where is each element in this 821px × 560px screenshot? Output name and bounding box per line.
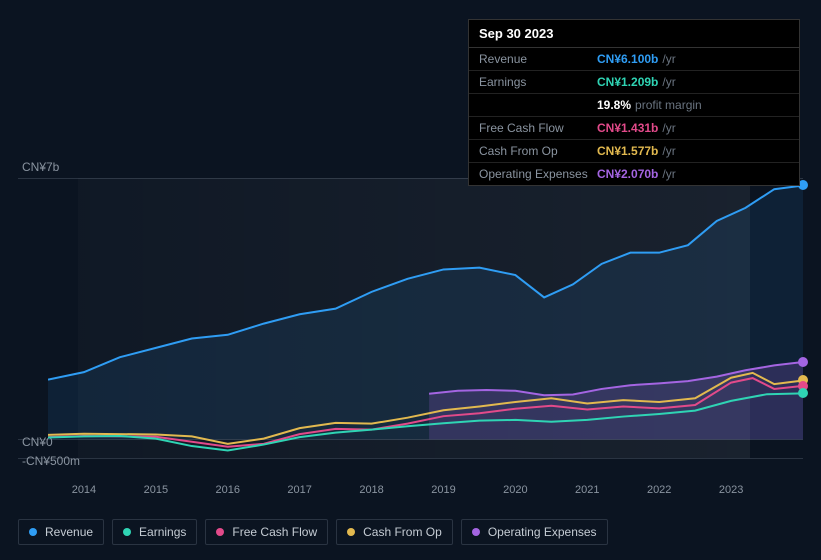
legend-dot	[216, 528, 224, 536]
tooltip-row-value: CN¥2.070b	[597, 167, 658, 181]
tooltip-row: 19.8% profit margin	[469, 94, 799, 117]
x-axis-label: 2016	[216, 484, 240, 496]
tooltip-row: Free Cash FlowCN¥1.431b/yr	[469, 117, 799, 140]
legend-label: Revenue	[45, 525, 93, 539]
tooltip-row-label: Earnings	[479, 75, 597, 89]
tooltip-row-suffix: /yr	[662, 75, 675, 89]
legend-item-fcf[interactable]: Free Cash Flow	[205, 519, 328, 545]
legend-label: Cash From Op	[363, 525, 442, 539]
y-axis-label: CN¥7b	[22, 160, 59, 174]
x-axis-label: 2018	[359, 484, 383, 496]
tooltip-row-suffix: /yr	[662, 167, 675, 181]
chart-svg	[48, 178, 803, 458]
data-tooltip: Sep 30 2023 RevenueCN¥6.100b/yrEarningsC…	[468, 19, 800, 186]
x-axis-label: 2021	[575, 484, 599, 496]
tooltip-rows: RevenueCN¥6.100b/yrEarningsCN¥1.209b/yr1…	[469, 48, 799, 185]
legend-dot	[29, 528, 37, 536]
legend-dot	[123, 528, 131, 536]
chart-legend: Revenue Earnings Free Cash Flow Cash From O…	[18, 519, 608, 545]
tooltip-row-suffix: /yr	[662, 121, 675, 135]
series-end-dot-earnings	[798, 388, 808, 398]
tooltip-row-value: CN¥1.209b	[597, 75, 658, 89]
x-axis-label: 2020	[503, 484, 527, 496]
tooltip-row-suffix: profit margin	[635, 98, 702, 112]
legend-label: Operating Expenses	[488, 525, 597, 539]
x-axis-labels: 2014 2015 2016 2017 2018 2019 2020 2021 2022 2023	[18, 484, 803, 500]
legend-label: Free Cash Flow	[232, 525, 317, 539]
legend-item-opex[interactable]: Operating Expenses	[461, 519, 608, 545]
series-end-dot-opex	[798, 357, 808, 367]
legend-dot	[347, 528, 355, 536]
legend-label: Earnings	[139, 525, 186, 539]
tooltip-row: EarningsCN¥1.209b/yr	[469, 71, 799, 94]
legend-dot	[472, 528, 480, 536]
tooltip-row: Cash From OpCN¥1.577b/yr	[469, 140, 799, 163]
gridline	[18, 458, 803, 459]
tooltip-row-label: Operating Expenses	[479, 167, 597, 181]
legend-item-cfo[interactable]: Cash From Op	[336, 519, 453, 545]
legend-item-revenue[interactable]: Revenue	[18, 519, 104, 545]
tooltip-row-suffix: /yr	[662, 52, 675, 66]
tooltip-row: RevenueCN¥6.100b/yr	[469, 48, 799, 71]
x-axis-label: 2019	[431, 484, 455, 496]
tooltip-row-label: Free Cash Flow	[479, 121, 597, 135]
x-axis-label: 2017	[287, 484, 311, 496]
tooltip-row-value: CN¥1.431b	[597, 121, 658, 135]
x-axis-label: 2015	[144, 484, 168, 496]
x-axis-label: 2022	[647, 484, 671, 496]
x-axis-label: 2023	[719, 484, 743, 496]
tooltip-row-value: CN¥1.577b	[597, 144, 658, 158]
tooltip-row: Operating ExpensesCN¥2.070b/yr	[469, 163, 799, 185]
tooltip-row-label: Revenue	[479, 52, 597, 66]
tooltip-date: Sep 30 2023	[469, 20, 799, 48]
tooltip-row-value: CN¥6.100b	[597, 52, 658, 66]
x-axis-label: 2014	[72, 484, 96, 496]
tooltip-row-suffix: /yr	[662, 144, 675, 158]
tooltip-row-value: 19.8%	[597, 98, 631, 112]
chart-area	[18, 178, 803, 458]
tooltip-row-label	[479, 98, 597, 112]
tooltip-row-label: Cash From Op	[479, 144, 597, 158]
legend-item-earnings[interactable]: Earnings	[112, 519, 197, 545]
